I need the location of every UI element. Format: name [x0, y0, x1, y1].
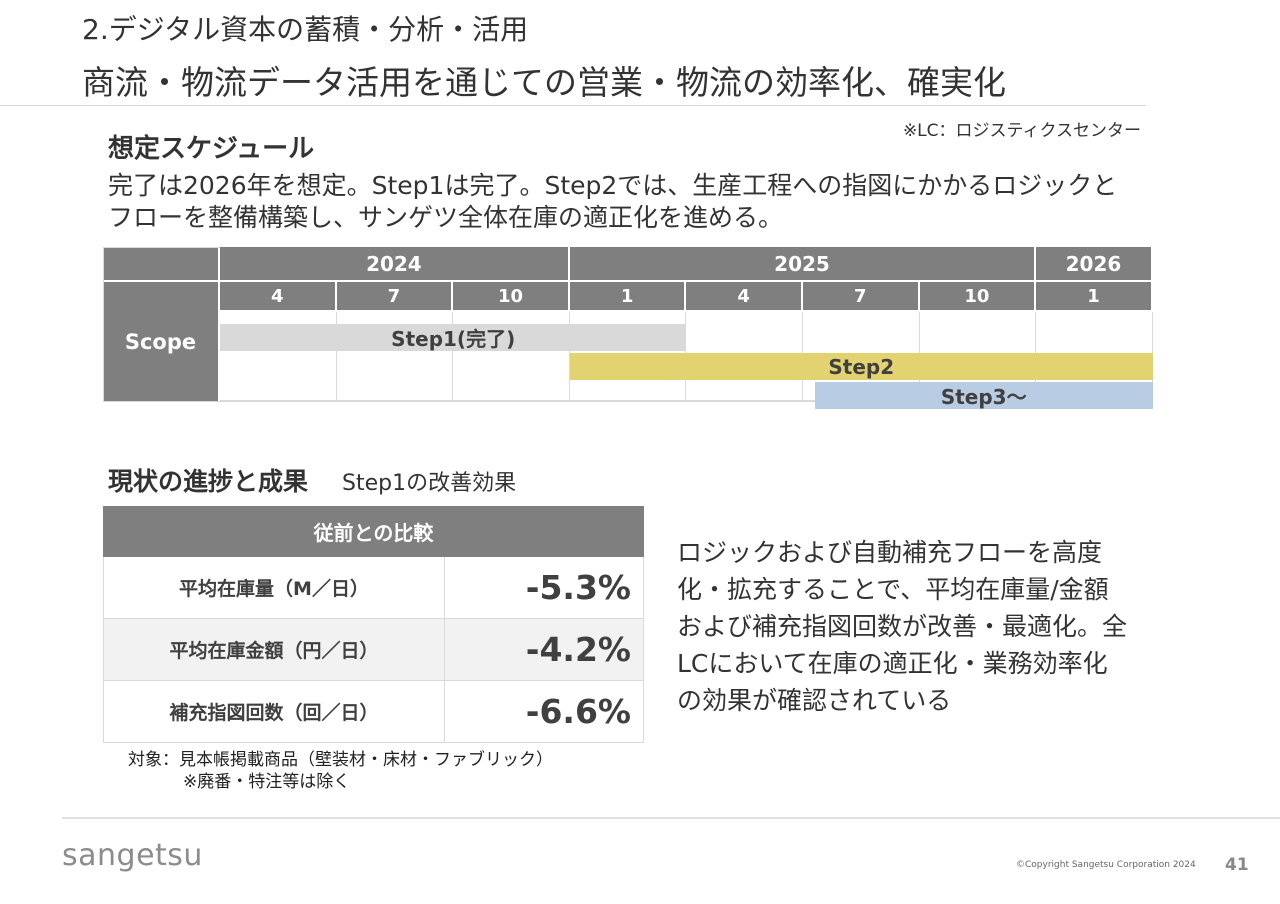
schedule-description-line: 完了は2026年を想定。Step1は完了。Step2では、生産工程への指図にかか…	[108, 171, 1118, 200]
schedule-description-line: フローを整備構築し、サンゲツ全体在庫の適正化を進める。	[108, 203, 784, 232]
gantt-bar-step1: Step1(完了)	[220, 324, 687, 351]
progress-heading: 現状の進捗と成果	[108, 467, 309, 496]
footer-divider	[62, 817, 1280, 819]
gantt-year-header: 2026	[1036, 247, 1153, 282]
progress-subheading: Step1の改善効果	[342, 471, 517, 496]
summary-text: ロジックおよび自動補充フローを高度 化・拡充することで、平均在庫量/金額 および…	[677, 534, 1197, 719]
gantt-month-header: 4	[220, 282, 337, 312]
gantt-month-header: 10	[919, 282, 1037, 312]
metric-value: -5.3%	[525, 568, 631, 607]
table-row: 平均在庫金額（円／日） -4.2%	[103, 619, 644, 681]
table-row: 平均在庫量（M／日） -5.3%	[103, 557, 644, 619]
metric-label: 平均在庫金額（円／日）	[104, 619, 445, 680]
metric-label: 補充指図回数（回／日）	[104, 681, 445, 742]
lc-note: ※LC：ロジスティクスセンター	[902, 121, 1141, 141]
schedule-description: 完了は2026年を想定。Step1は完了。Step2では、生産工程への指図にかか…	[108, 170, 1117, 234]
schedule-heading: 想定スケジュール	[108, 134, 315, 164]
metric-value: -4.2%	[525, 630, 631, 669]
page-title: 商流・物流データ活用を通じての営業・物流の効率化、確実化	[82, 63, 1006, 102]
target-note: 対象：見本帳掲載商品（壁装材・床材・ファブリック）	[128, 750, 553, 770]
gantt-row-label: Scope	[103, 282, 220, 401]
sangetsu-logo: sangetsu	[62, 838, 203, 873]
gantt-year-header: 2024	[220, 247, 570, 282]
gantt-bar-step3: Step3〜	[814, 382, 1153, 409]
gantt-month-header: 7	[803, 282, 920, 312]
gantt-month-header: 10	[453, 282, 570, 312]
summary-line: LCにおいて在庫の適正化・業務効率化	[677, 649, 1108, 678]
gantt-year-header: 2025	[569, 247, 1037, 282]
comparison-table: 従前との比較 平均在庫量（M／日） -5.3% 平均在庫金額（円／日） -4.2…	[103, 506, 644, 743]
summary-line: ロジックおよび自動補充フローを高度	[677, 538, 1103, 567]
copyright: ©Copyright Sangetsu Corporation 2024	[1016, 860, 1196, 870]
gantt-month-header: 4	[686, 282, 803, 312]
metric-value: -6.6%	[525, 692, 631, 731]
schedule-gantt: Scope 2024 2025 2026 4 7 10 1 4 7 10 1 Step1(完了) Ste…	[103, 247, 1153, 409]
gantt-corner	[103, 247, 220, 282]
summary-line: の効果が確認されている	[677, 686, 952, 715]
gantt-month-header: 1	[569, 282, 687, 312]
section-title: 2.デジタル資本の蓄積・分析・活用	[82, 13, 529, 46]
gantt-bar-step2: Step2	[569, 353, 1153, 380]
page-number: 41	[1225, 855, 1249, 875]
title-divider	[0, 105, 1146, 106]
gantt-month-header: 7	[336, 282, 454, 312]
summary-line: および補充指図回数が改善・最適化。全	[677, 612, 1128, 641]
gantt-month-header: 1	[1036, 282, 1153, 312]
metric-label: 平均在庫量（M／日）	[104, 557, 445, 618]
comparison-header: 従前との比較	[103, 506, 644, 557]
summary-line: 化・拡充することで、平均在庫量/金額	[677, 575, 1109, 604]
table-row: 補充指図回数（回／日） -6.6%	[103, 681, 644, 743]
exclusion-note: ※廃番・特注等は除く	[183, 772, 351, 792]
